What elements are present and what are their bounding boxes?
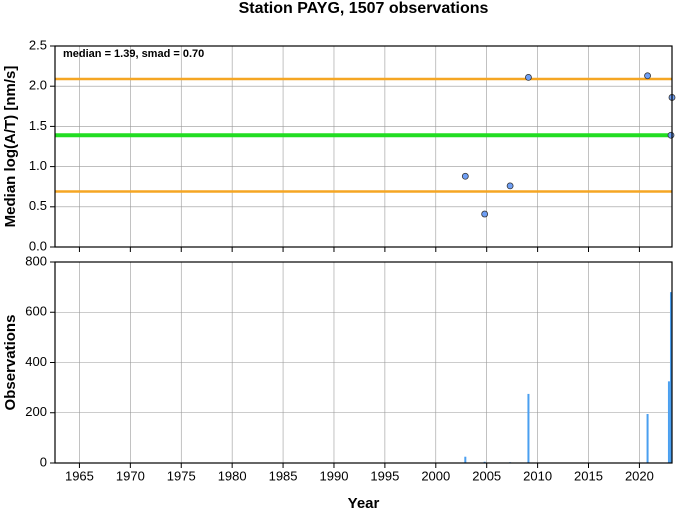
x-tick-label: 2010 — [523, 468, 552, 483]
y-tick-label: 400 — [25, 354, 47, 369]
y-tick-label: 2.5 — [29, 37, 47, 52]
y-tick-label: 1.0 — [29, 158, 47, 173]
x-tick-label: 1990 — [320, 468, 349, 483]
point — [461, 172, 469, 180]
y-tick-label: 600 — [25, 304, 47, 319]
bar — [527, 393, 530, 463]
x-tick-label: 1970 — [116, 468, 145, 483]
bar — [667, 381, 670, 463]
point — [481, 210, 489, 218]
y-axis-label: Median log(A/T) [nm/s] — [2, 66, 19, 228]
x-tick-label: 2000 — [421, 468, 450, 483]
x-tick-label: 1985 — [269, 468, 298, 483]
x-tick-label: 2015 — [574, 468, 603, 483]
y-tick-label: 0 — [40, 454, 47, 469]
y-tick-label: 1.5 — [29, 118, 47, 133]
chart-title: Station PAYG, 1507 observations — [239, 0, 489, 17]
plot-frame — [54, 261, 673, 464]
x-axis-label: Year — [348, 495, 380, 511]
bar — [483, 461, 486, 463]
y-tick-label: 0.0 — [29, 238, 47, 253]
bar — [464, 456, 467, 463]
plot-frame — [54, 45, 673, 248]
y-tick-label: 200 — [25, 404, 47, 419]
point — [644, 72, 651, 80]
x-tick-label: 1980 — [218, 468, 247, 483]
x-tick-label: 1975 — [167, 468, 196, 483]
point — [506, 182, 514, 190]
bar — [646, 414, 649, 463]
x-tick-label: 2005 — [472, 468, 501, 483]
bar — [669, 292, 672, 463]
x-tick-label: 1965 — [65, 468, 94, 483]
x-tick-label: 1995 — [370, 468, 399, 483]
x-tick-label: 2020 — [625, 468, 654, 483]
y-tick-label: 2.0 — [29, 78, 47, 93]
annotation: median = 1.39, smad = 0.70 — [63, 48, 204, 60]
y-tick-label: 800 — [25, 253, 47, 268]
point — [667, 131, 675, 139]
point — [525, 73, 532, 81]
y-tick-label: 0.5 — [29, 198, 47, 213]
y-axis-label: Observations — [2, 315, 19, 411]
